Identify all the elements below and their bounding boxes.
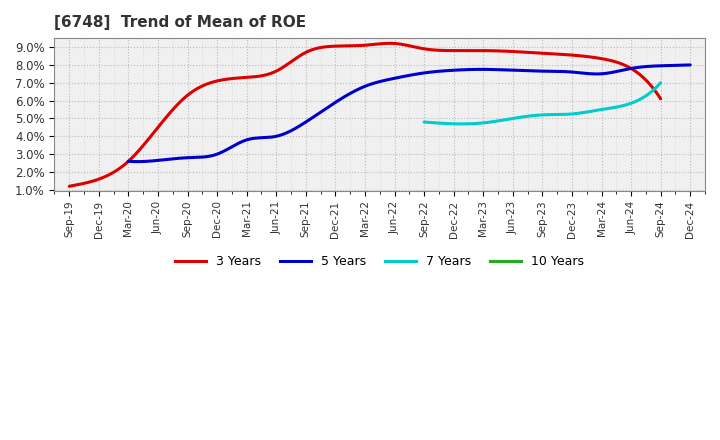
5 Years bbox=[133, 159, 142, 164]
5 Years bbox=[459, 67, 467, 73]
5 Years bbox=[686, 62, 695, 67]
3 Years bbox=[657, 96, 665, 102]
7 Years bbox=[565, 111, 574, 117]
7 Years bbox=[657, 80, 665, 85]
3 Years bbox=[565, 52, 574, 58]
3 Years bbox=[385, 40, 394, 46]
5 Years bbox=[470, 67, 479, 72]
5 Years bbox=[126, 159, 135, 164]
7 Years bbox=[420, 119, 428, 125]
Line: 7 Years: 7 Years bbox=[424, 83, 661, 124]
3 Years bbox=[67, 183, 76, 189]
7 Years bbox=[562, 112, 570, 117]
7 Years bbox=[561, 112, 570, 117]
Line: 3 Years: 3 Years bbox=[69, 43, 661, 186]
5 Years bbox=[460, 67, 469, 72]
7 Years bbox=[635, 97, 644, 103]
3 Years bbox=[429, 47, 438, 52]
3 Years bbox=[419, 46, 428, 51]
3 Years bbox=[417, 46, 426, 51]
5 Years bbox=[635, 65, 644, 70]
5 Years bbox=[600, 71, 608, 76]
7 Years bbox=[620, 103, 629, 108]
Text: [6748]  Trend of Mean of ROE: [6748] Trend of Mean of ROE bbox=[55, 15, 307, 30]
5 Years bbox=[124, 159, 132, 164]
3 Years bbox=[603, 57, 611, 62]
Line: 5 Years: 5 Years bbox=[128, 65, 690, 161]
Legend: 3 Years, 5 Years, 7 Years, 10 Years: 3 Years, 5 Years, 7 Years, 10 Years bbox=[170, 250, 590, 273]
3 Years bbox=[65, 183, 73, 189]
7 Years bbox=[420, 119, 429, 125]
7 Years bbox=[458, 121, 467, 127]
